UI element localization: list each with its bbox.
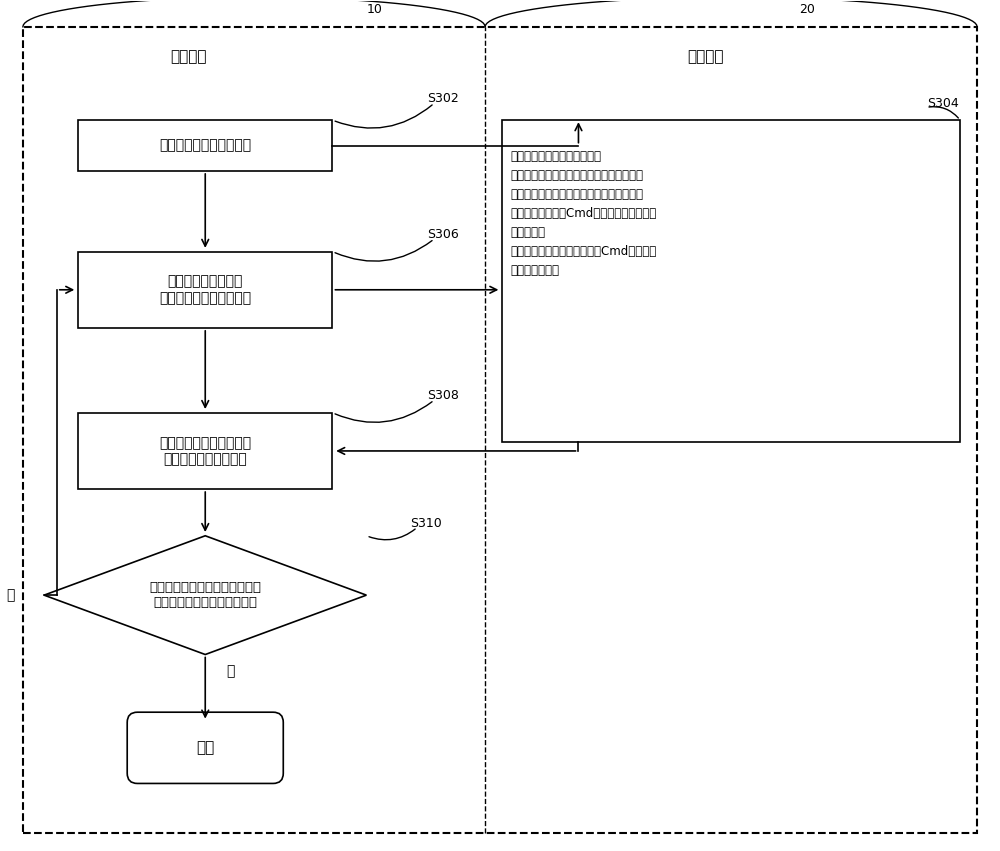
Polygon shape: [44, 536, 366, 654]
FancyBboxPatch shape: [127, 712, 283, 784]
Text: 10: 10: [367, 3, 383, 16]
Text: 是: 是: [227, 665, 235, 678]
Text: 结束: 结束: [196, 740, 214, 756]
Text: 外部设备: 外部设备: [170, 49, 207, 64]
Text: S304: S304: [927, 97, 959, 110]
Text: 向听力装置发送初始命令: 向听力装置发送初始命令: [159, 139, 251, 152]
Bar: [78, 120, 332, 171]
Text: S302: S302: [427, 93, 459, 106]
Bar: [78, 252, 332, 328]
Text: S308: S308: [427, 389, 459, 403]
Text: 20: 20: [800, 3, 815, 16]
Text: S306: S306: [427, 228, 459, 241]
Text: 听力装置: 听力装置: [687, 49, 724, 64]
Text: S310: S310: [410, 517, 442, 529]
Text: 执行数据通过校验并且命令标识
指示听力装置的命令执行完成: 执行数据通过校验并且命令标识 指示听力装置的命令执行完成: [149, 581, 261, 609]
Bar: [78, 413, 332, 489]
Bar: [502, 120, 960, 443]
Text: 对初始命令完整性进行校验，
如果校验通过则对初始命令进行解析，按照
初始命令的解析结果执行对应的操作，执行
完成后对命令标识Cmd中的执行完成标记位
进行标记；: 对初始命令完整性进行校验， 如果校验通过则对初始命令进行解析，按照 初始命令的解…: [511, 150, 657, 277]
Text: 接收由听力装置根据读请
求命令发送的执行数据: 接收由听力装置根据读请 求命令发送的执行数据: [159, 436, 251, 466]
Text: 在等待一定时间后向
听力装置发送读请求命令: 在等待一定时间后向 听力装置发送读请求命令: [159, 275, 251, 305]
Text: 否: 否: [6, 588, 14, 603]
